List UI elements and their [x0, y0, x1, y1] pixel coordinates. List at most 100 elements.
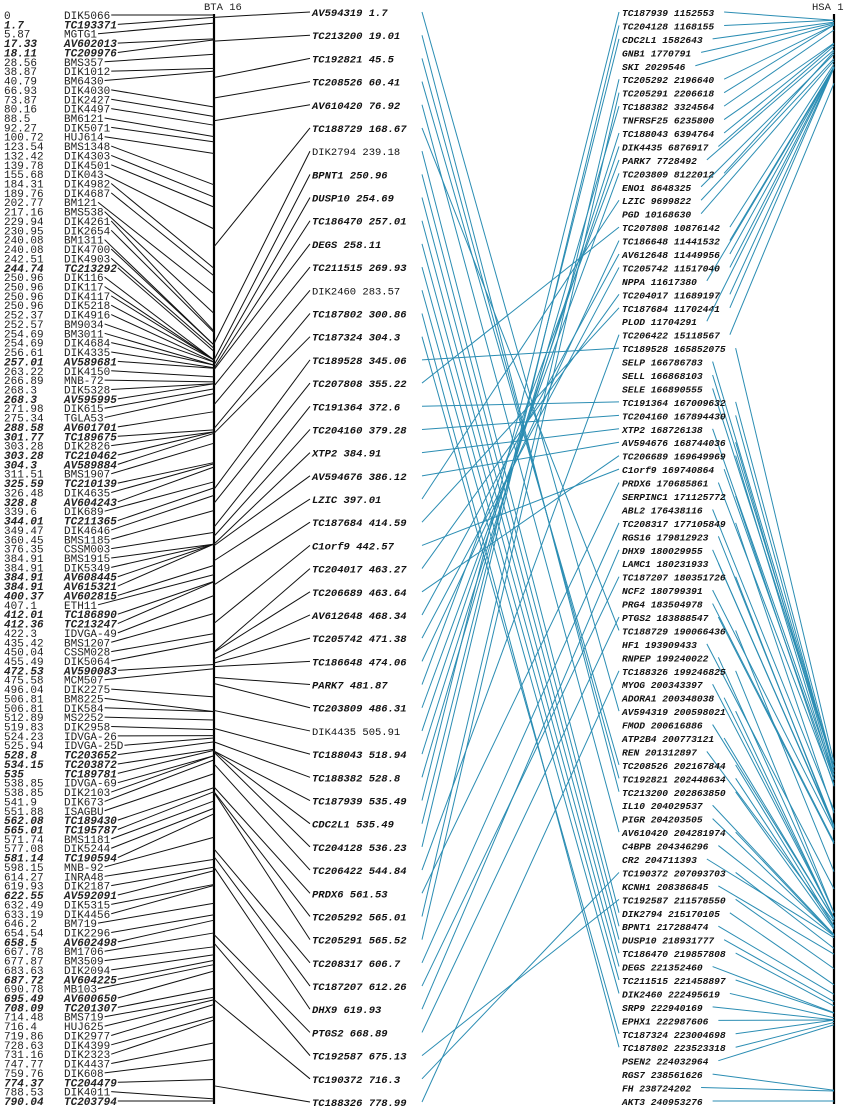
left-marker-name: DIK4030 [64, 86, 110, 98]
left-marker-position: 541.9 [4, 797, 37, 809]
right-marker-link [735, 952, 835, 1007]
middle-marker-label: TC205742 471.38 [312, 634, 407, 646]
middle-marker-link [213, 848, 311, 964]
homology-link [421, 146, 620, 732]
left-marker-link [110, 192, 215, 277]
left-marker-name: DIK4497 [64, 105, 110, 117]
middle-marker-label: AV594676 386.12 [311, 472, 407, 484]
left-marker-link [117, 543, 215, 587]
left-marker-position: 250.96 [4, 301, 44, 313]
right-marker-link [706, 858, 835, 939]
homology-link [421, 266, 620, 981]
homology-link [421, 576, 620, 987]
left-marker-link [110, 304, 215, 361]
right-marker-link [735, 831, 835, 937]
homology-link [421, 92, 620, 940]
left-marker-link [111, 688, 215, 698]
left-marker-link [111, 145, 215, 186]
left-marker-link [110, 220, 215, 332]
left-marker-name: CSSM028 [64, 648, 110, 660]
right-marker-label: GNB1 1770791 [622, 48, 691, 59]
right-marker-link [735, 872, 835, 949]
left-marker-name: BMS719 [64, 1013, 104, 1025]
left-marker-link [104, 117, 215, 138]
right-marker-label: TC204017 11689197 [622, 290, 720, 301]
right-marker-link [701, 1087, 835, 1092]
middle-marker-label: TC187684 414.59 [312, 518, 407, 530]
right-marker-label: PTGS2 183888547 [622, 613, 709, 624]
right-marker-label: SELE 166890555 [622, 384, 703, 395]
left-marker-name: TC213292 [64, 264, 117, 276]
left-marker-link [117, 787, 215, 821]
right-marker-link [724, 11, 835, 21]
left-marker-name: HUJ625 [64, 1022, 104, 1034]
left-marker-name: DIK2094 [64, 966, 111, 978]
left-marker-position: 303.28 [4, 442, 44, 454]
left-marker-position: 632.49 [4, 900, 44, 912]
left-marker-link [104, 946, 215, 962]
right-marker-label: TC208526 202167844 [622, 761, 726, 772]
left-marker-link [111, 1016, 215, 1046]
right-marker-label: TC206422 15118567 [622, 331, 720, 342]
middle-marker-link [213, 676, 311, 686]
left-marker-name: TC211365 [64, 517, 117, 529]
left-marker-link [111, 633, 215, 653]
homology-link [421, 898, 620, 1057]
left-marker-name: IDVGA-26 [64, 732, 117, 744]
right-marker-label: AV610420 204281974 [621, 828, 726, 839]
right-marker-link [717, 482, 835, 785]
left-marker-link [111, 884, 215, 915]
right-marker-link [706, 49, 835, 161]
left-marker-position: 565.01 [4, 826, 44, 838]
middle-marker-link [213, 614, 311, 660]
left-marker-link [124, 737, 215, 746]
right-marker-label: TC188326 199246825 [622, 667, 726, 678]
right-marker-label: SRP9 222940169 [622, 1003, 703, 1014]
middle-marker-label: TC204128 536.23 [312, 843, 407, 855]
left-marker-position: 304.3 [4, 460, 37, 472]
left-marker-name: BM1311 [64, 236, 104, 248]
left-marker-name: DIK1012 [64, 67, 110, 79]
right-marker-link [735, 670, 835, 914]
right-marker-label: TC192821 202448634 [622, 774, 726, 785]
right-marker-label: TC213200 202863850 [622, 788, 726, 799]
left-marker-position: 788.53 [4, 1088, 44, 1100]
right-marker-link [706, 751, 835, 923]
left-marker-link [117, 749, 215, 774]
left-marker-link [104, 70, 215, 82]
right-marker-link [735, 778, 835, 928]
left-marker-name: MGTG1 [64, 30, 97, 42]
left-marker-name: DIK116 [64, 273, 104, 285]
right-marker-link [723, 43, 835, 134]
left-marker-name: TC189430 [64, 816, 117, 828]
left-marker-link [104, 323, 215, 363]
left-marker-position: 790.04 [4, 1097, 44, 1109]
middle-marker-link [213, 750, 311, 825]
left-marker-link [111, 154, 215, 198]
left-marker-link [104, 388, 215, 409]
right-marker-label: FH 238724202 [622, 1084, 691, 1095]
middle-marker-group: AV594319 1.7 TC213200 19.01 TC192821 45.5 T… [213, 8, 407, 1110]
left-marker-name: AV604243 [63, 498, 117, 510]
right-marker-label: TC187802 223523318 [622, 1043, 726, 1054]
left-marker-position: 240.08 [4, 236, 44, 248]
left-marker-position: 301.77 [4, 432, 44, 444]
left-marker-link [104, 173, 215, 230]
homology-link [421, 401, 620, 407]
middle-marker-label: TC190372 716.3 [312, 1075, 401, 1087]
left-marker-name: TC186890 [64, 610, 117, 622]
left-marker-name: DIK117 [64, 283, 104, 295]
middle-marker-link [213, 1085, 311, 1103]
left-marker-position: 512.89 [4, 713, 44, 725]
left-marker-name: DIK4700 [64, 245, 110, 257]
left-marker-position: 1.7 [4, 20, 24, 32]
right-marker-label: ATP2B4 200773121 [621, 734, 714, 745]
left-marker-name: DIK4635 [64, 488, 110, 500]
right-marker-link [729, 82, 835, 335]
left-marker-name: TC210462 [64, 451, 117, 463]
left-marker-link [111, 543, 215, 568]
right-marker-link [735, 1021, 835, 1048]
middle-marker-label: TC192587 675.13 [312, 1052, 407, 1064]
left-marker-name: MNB-72 [64, 376, 104, 388]
left-marker-link [117, 791, 215, 830]
